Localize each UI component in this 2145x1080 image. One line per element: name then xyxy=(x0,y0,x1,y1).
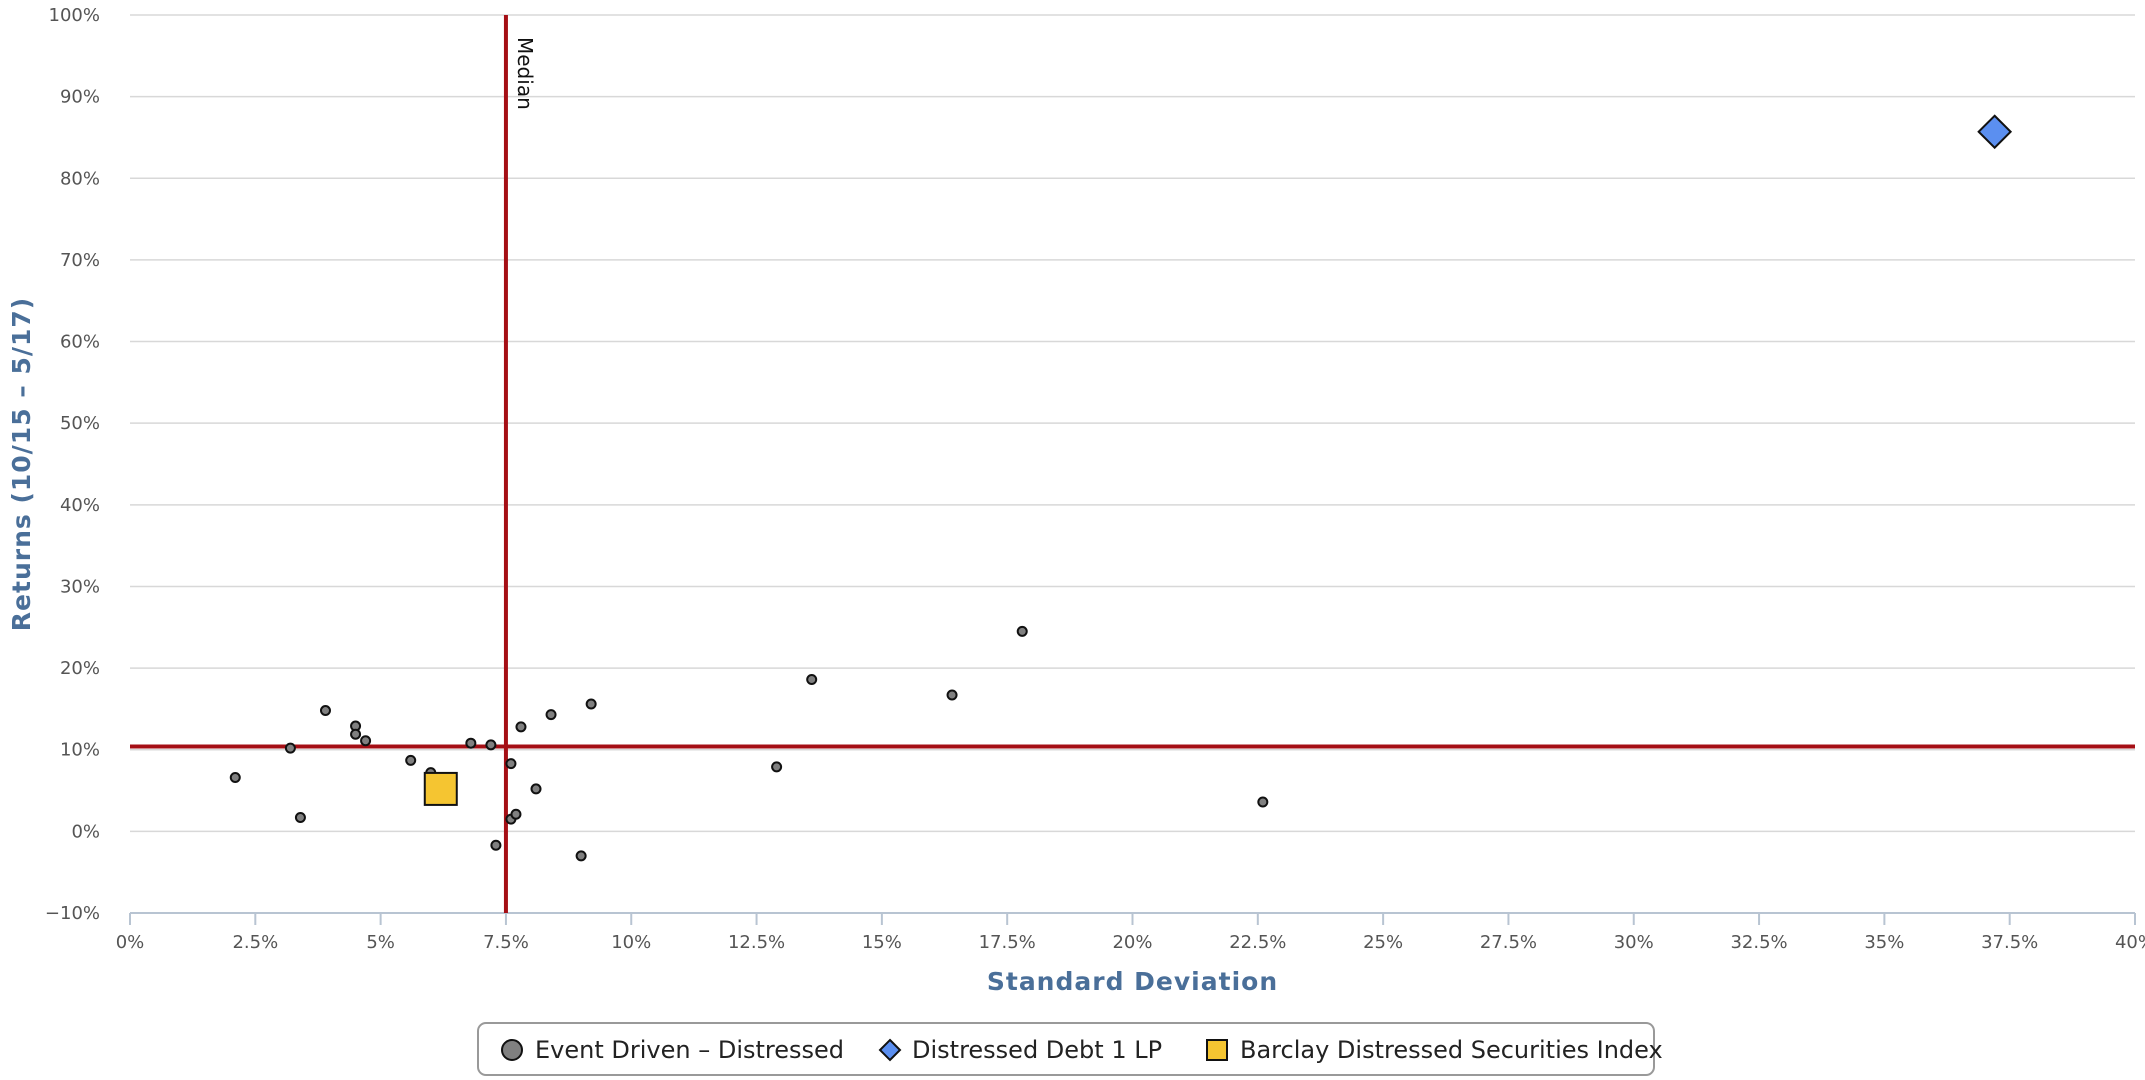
y-tick-label: 70% xyxy=(60,250,100,271)
x-tick-label: 17.5% xyxy=(979,932,1036,953)
y-tick-label: 30% xyxy=(60,576,100,597)
legend-label: Distressed Debt 1 LP xyxy=(912,1036,1162,1064)
legend-label: Barclay Distressed Securities Index xyxy=(1240,1036,1663,1064)
data-point-circle xyxy=(1016,625,1028,637)
x-tick-label: 12.5% xyxy=(728,932,785,953)
data-point-circle xyxy=(575,850,587,862)
legend-diamond-icon xyxy=(878,1038,902,1062)
x-tick-label: 35% xyxy=(1864,932,1904,953)
y-tick-label: 90% xyxy=(60,87,100,108)
data-point-circle xyxy=(229,771,241,783)
x-tick-label: 2.5% xyxy=(232,932,278,953)
y-tick-label: 100% xyxy=(49,5,100,26)
x-tick-label: 10% xyxy=(611,932,651,953)
x-tick-label: 0% xyxy=(116,932,145,953)
x-tick-label: 15% xyxy=(862,932,902,953)
data-point-circle xyxy=(1257,796,1269,808)
data-point-circle xyxy=(490,839,502,851)
axes: −10% 0% 10% 20% 30% 40% 50% 60% 70% 80% 90% 100% 0% 2… xyxy=(45,5,2145,953)
legend-circle-icon xyxy=(501,1039,523,1061)
y-tick-label: 80% xyxy=(60,168,100,189)
data-point-circle xyxy=(771,761,783,773)
data-point-square xyxy=(423,771,458,806)
data-point-circle xyxy=(510,808,522,820)
data-point-circle xyxy=(294,811,306,823)
data-point-circle xyxy=(405,754,417,766)
x-tick-label: 37.5% xyxy=(1981,932,2038,953)
legend-square-icon xyxy=(1206,1039,1228,1061)
data-point-circle xyxy=(530,783,542,795)
legend-label: Event Driven – Distressed xyxy=(535,1036,844,1064)
y-tick-label: −10% xyxy=(45,903,100,924)
gridlines xyxy=(130,14,2135,833)
data-point-circle xyxy=(585,698,597,710)
data-point-circle xyxy=(505,758,517,770)
data-point-circle xyxy=(545,709,557,721)
legend-box xyxy=(477,1022,1655,1076)
y-tick-label: 10% xyxy=(60,740,100,761)
legend: Event Driven – Distressed Distressed Debt… xyxy=(477,1022,1663,1076)
data-point-circle xyxy=(465,737,477,749)
y-axis-title: Returns (10/15 – 5/17) xyxy=(7,297,36,631)
y-tick-label: 0% xyxy=(71,821,100,842)
data-point-circle xyxy=(319,705,331,717)
x-tick-label: 25% xyxy=(1363,932,1403,953)
x-tick-label: 5% xyxy=(366,932,395,953)
data-point-circle xyxy=(284,742,296,754)
x-tick-label: 30% xyxy=(1614,932,1654,953)
x-tick-label: 32.5% xyxy=(1730,932,1787,953)
y-tick-label: 20% xyxy=(60,658,100,679)
y-tick-label: 60% xyxy=(60,332,100,353)
data-point-circle xyxy=(485,739,497,751)
y-tick-label: 50% xyxy=(60,413,100,434)
data-point-circle xyxy=(360,735,372,747)
data-point-circle xyxy=(350,728,362,740)
x-tick-label: 20% xyxy=(1112,932,1152,953)
data-point-circle xyxy=(806,674,818,686)
data-point-circle xyxy=(946,689,958,701)
x-tick-label: 22.5% xyxy=(1229,932,1286,953)
x-tick-label: 27.5% xyxy=(1480,932,1537,953)
median-label: Median xyxy=(513,37,537,110)
data-point-circle xyxy=(515,721,527,733)
x-axis-title: Standard Deviation xyxy=(987,967,1278,996)
x-tick-label: 40% xyxy=(2115,932,2145,953)
data-points xyxy=(229,114,2013,862)
y-tick-label: 40% xyxy=(60,495,100,516)
x-tick-label: 7.5% xyxy=(483,932,529,953)
data-point-diamond xyxy=(1977,114,2013,150)
